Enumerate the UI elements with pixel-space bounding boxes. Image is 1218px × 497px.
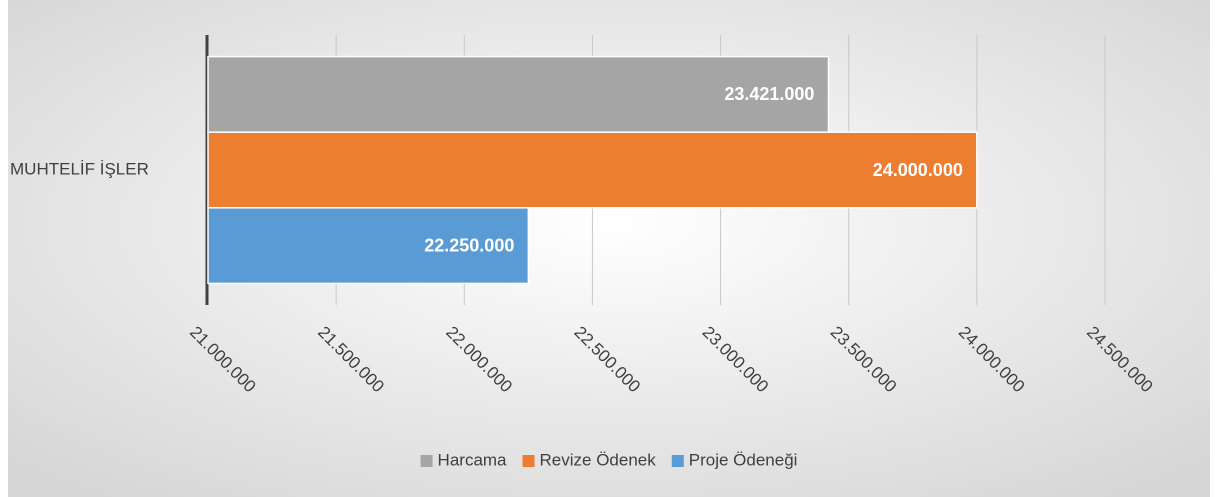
bar: [207, 131, 978, 209]
data-label: 24.000.000: [873, 160, 963, 180]
y-tick-label: MUHTELİF İŞLER: [10, 159, 149, 178]
data-label: 23.421.000: [724, 84, 814, 104]
legend-swatch: [420, 455, 433, 467]
legend-label: Proje Ödeneği: [689, 450, 798, 469]
bar: [207, 55, 830, 133]
bar: [207, 207, 530, 285]
legend-swatch: [522, 455, 535, 467]
legend-label: Harcama: [438, 450, 508, 469]
legend-label: Revize Ödenek: [540, 450, 657, 469]
data-label: 22.250.000: [424, 235, 514, 255]
legend-swatch: [671, 455, 684, 467]
